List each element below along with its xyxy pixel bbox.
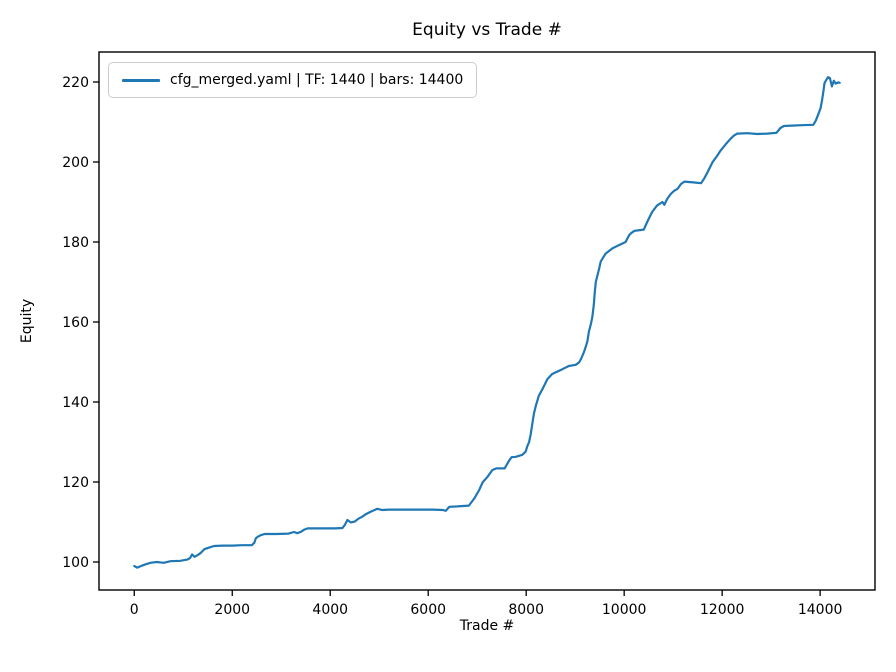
- y-tick-label: 220: [62, 75, 89, 91]
- y-tick-label: 200: [62, 155, 89, 171]
- x-tick-label: 12000: [700, 602, 745, 618]
- x-tick-label: 6000: [410, 602, 446, 618]
- y-tick-label: 140: [62, 395, 89, 411]
- axes-frame: [98, 51, 876, 591]
- y-tick-label: 100: [62, 555, 89, 571]
- x-tick-label: 2000: [214, 602, 250, 618]
- y-tick-label: 160: [62, 315, 89, 331]
- y-tick-label: 120: [62, 475, 89, 491]
- x-axis-label: Trade #: [459, 618, 515, 634]
- y-tick-label: 180: [62, 235, 89, 251]
- equity-line: [133, 76, 841, 569]
- legend-line-sample: [122, 78, 160, 82]
- legend-label: cfg_merged.yaml | TF: 1440 | bars: 14400: [170, 72, 464, 88]
- chart-title: Equity vs Trade #: [412, 20, 562, 40]
- x-tick-label: 4000: [312, 602, 348, 618]
- x-tick-label: 0: [130, 602, 139, 618]
- x-tick-label: 10000: [602, 602, 647, 618]
- legend: cfg_merged.yaml | TF: 1440 | bars: 14400: [108, 62, 478, 98]
- x-tick-label: 14000: [798, 602, 843, 618]
- x-tick-label: 8000: [508, 602, 544, 618]
